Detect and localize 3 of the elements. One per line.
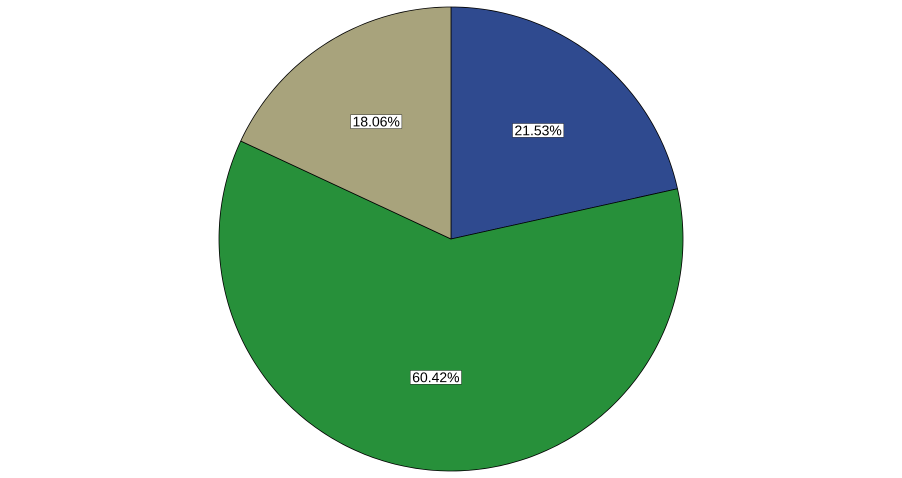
data-label: 21.53% — [515, 125, 562, 136]
data-label: 18.06% — [354, 116, 400, 127]
data-label: 60.42% — [412, 372, 460, 382]
